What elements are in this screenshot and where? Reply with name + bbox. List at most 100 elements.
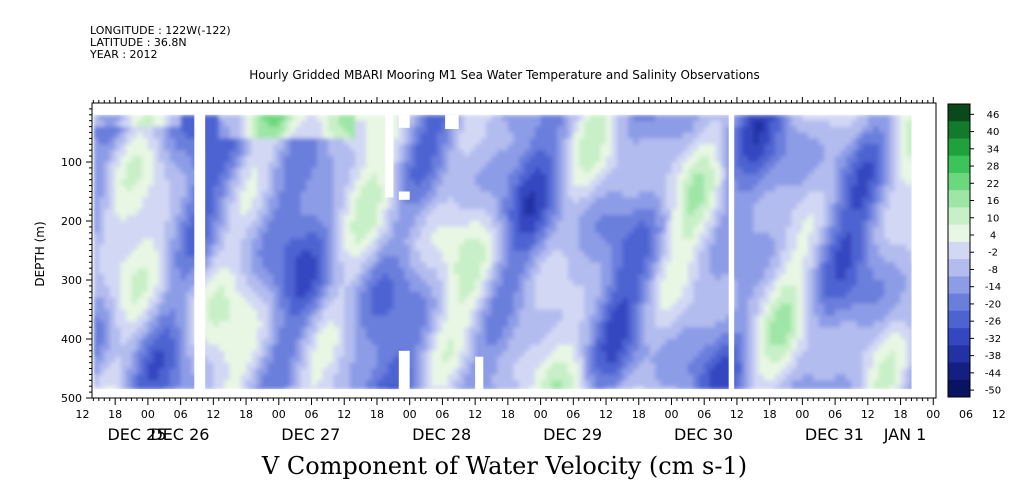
field-cell bbox=[431, 238, 438, 246]
field-cell bbox=[333, 114, 340, 122]
field-cell bbox=[518, 256, 525, 263]
field-cell bbox=[240, 315, 247, 322]
field-cell bbox=[567, 132, 574, 139]
field-cell bbox=[273, 197, 280, 204]
field-cell bbox=[137, 333, 144, 340]
field-cell bbox=[295, 315, 302, 322]
field-cell bbox=[595, 250, 602, 257]
field-cell bbox=[246, 138, 253, 145]
field-cell bbox=[295, 356, 302, 364]
field-cell bbox=[153, 291, 160, 299]
field-cell bbox=[338, 321, 345, 328]
field-cell bbox=[524, 215, 531, 222]
field-cell bbox=[240, 327, 247, 334]
field-cell bbox=[426, 244, 433, 252]
field-cell bbox=[327, 156, 334, 163]
field-cell bbox=[529, 215, 536, 222]
field-cell bbox=[469, 297, 476, 305]
field-cell bbox=[158, 191, 165, 198]
field-cell bbox=[306, 309, 313, 316]
field-cell bbox=[98, 244, 105, 252]
field-cell bbox=[447, 232, 454, 240]
field-cell bbox=[327, 268, 334, 275]
field-cell bbox=[600, 280, 607, 287]
field-cell bbox=[524, 285, 531, 293]
field-cell bbox=[464, 344, 471, 352]
field-cell bbox=[491, 344, 498, 352]
field-cell bbox=[202, 309, 209, 316]
field-cell bbox=[142, 185, 149, 193]
field-cell bbox=[644, 162, 651, 169]
field-cell bbox=[524, 274, 531, 281]
field-cell bbox=[273, 374, 280, 381]
field-cell bbox=[327, 339, 334, 346]
field-cell bbox=[660, 238, 667, 246]
field-cell bbox=[649, 162, 656, 169]
field-cell bbox=[115, 203, 122, 210]
field-cell bbox=[497, 232, 504, 240]
field-cell bbox=[344, 321, 351, 328]
field-cell bbox=[497, 285, 504, 293]
field-cell bbox=[611, 215, 618, 222]
field-cell bbox=[186, 327, 193, 334]
field-cell bbox=[535, 173, 542, 181]
field-cell bbox=[431, 138, 438, 145]
field-cell bbox=[431, 250, 438, 257]
field-cell bbox=[535, 274, 542, 281]
field-cell bbox=[142, 162, 149, 169]
field-cell bbox=[524, 197, 531, 204]
field-cell bbox=[322, 162, 329, 169]
field-cell bbox=[322, 256, 329, 263]
field-cell bbox=[595, 150, 602, 157]
field-cell bbox=[644, 297, 651, 305]
field-cell bbox=[104, 179, 111, 187]
field-cell bbox=[104, 315, 111, 322]
field-cell bbox=[93, 215, 100, 222]
field-cell bbox=[338, 309, 345, 316]
field-cell bbox=[404, 303, 411, 311]
field-cell bbox=[480, 303, 487, 311]
field-cell bbox=[415, 374, 422, 381]
field-cell bbox=[486, 333, 493, 340]
field-cell bbox=[126, 350, 133, 358]
field-cell bbox=[153, 209, 160, 216]
field-cell bbox=[120, 226, 127, 234]
field-cell bbox=[600, 238, 607, 246]
field-cell bbox=[595, 138, 602, 145]
field-cell bbox=[229, 138, 236, 145]
field-cell bbox=[518, 244, 525, 252]
field-cell bbox=[431, 339, 438, 346]
field-cell bbox=[366, 173, 373, 181]
field-cell bbox=[595, 179, 602, 187]
field-cell bbox=[327, 144, 334, 151]
field-cell bbox=[98, 303, 105, 311]
field-cell bbox=[267, 303, 274, 311]
field-cell bbox=[469, 285, 476, 293]
field-cell bbox=[644, 156, 651, 163]
field-cell bbox=[507, 209, 514, 216]
field-cell bbox=[142, 374, 149, 381]
field-cell bbox=[426, 280, 433, 287]
field-cell bbox=[606, 226, 613, 234]
field-cell bbox=[606, 321, 613, 328]
field-cell bbox=[175, 285, 182, 293]
field-cell bbox=[295, 374, 302, 381]
field-cell bbox=[109, 179, 116, 187]
field-cell bbox=[224, 256, 231, 263]
field-cell bbox=[93, 356, 100, 364]
field-cell bbox=[589, 274, 596, 281]
field-cell bbox=[349, 150, 356, 157]
field-cell bbox=[257, 179, 264, 187]
field-cell bbox=[633, 297, 640, 305]
field-cell bbox=[431, 386, 438, 390]
field-cell bbox=[115, 274, 122, 281]
field-cell bbox=[289, 250, 296, 257]
field-cell bbox=[497, 250, 504, 257]
field-cell bbox=[649, 215, 656, 222]
field-cell bbox=[377, 274, 384, 281]
field-cell bbox=[333, 280, 340, 287]
field-cell bbox=[616, 173, 623, 181]
field-cell bbox=[147, 309, 154, 316]
field-cell bbox=[573, 291, 580, 299]
field-cell bbox=[551, 321, 558, 328]
